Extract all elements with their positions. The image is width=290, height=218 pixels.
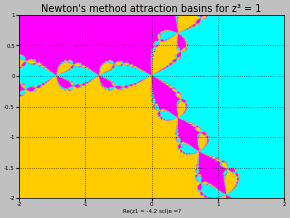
X-axis label: Re(z1 = -4.2 scl(e =?: Re(z1 = -4.2 scl(e =? bbox=[122, 209, 181, 214]
Title: Newton's method attraction basins for z³ = 1: Newton's method attraction basins for z³… bbox=[41, 4, 262, 14]
